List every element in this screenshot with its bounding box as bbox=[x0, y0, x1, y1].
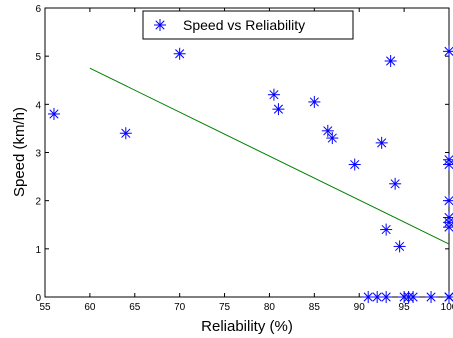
legend-label: Speed vs Reliability bbox=[183, 17, 305, 33]
data-point bbox=[443, 45, 453, 58]
y-axis-label: Speed (km/h) bbox=[11, 107, 28, 197]
y-tick-label: 3 bbox=[35, 149, 41, 160]
x-tick-label: 95 bbox=[399, 302, 411, 313]
plot-area bbox=[44, 7, 450, 298]
x-tick-label: 90 bbox=[354, 302, 366, 313]
data-point bbox=[443, 221, 453, 234]
data-point bbox=[380, 223, 393, 236]
y-tick-label: 2 bbox=[35, 197, 41, 208]
x-tick-label: 55 bbox=[39, 302, 51, 313]
data-point bbox=[407, 291, 420, 303]
data-point bbox=[393, 240, 406, 253]
data-point bbox=[326, 132, 339, 145]
x-axis-label: Reliability (%) bbox=[201, 318, 293, 335]
x-tick-label: 60 bbox=[84, 302, 96, 313]
data-point bbox=[272, 103, 285, 116]
trend-line bbox=[89, 67, 450, 245]
data-points bbox=[47, 45, 453, 303]
y-tick-label: 1 bbox=[35, 245, 41, 256]
data-point bbox=[443, 194, 453, 207]
data-point bbox=[321, 124, 334, 137]
data-point bbox=[119, 127, 132, 140]
data-point bbox=[380, 291, 393, 303]
data-point bbox=[375, 136, 388, 149]
y-tick-label: 5 bbox=[35, 52, 41, 63]
legend-marker bbox=[154, 19, 166, 31]
x-tick-label: 65 bbox=[129, 302, 141, 313]
data-point bbox=[443, 291, 453, 303]
x-tick-label: 100 bbox=[441, 302, 453, 313]
legend: Speed vs Reliability bbox=[142, 10, 354, 40]
x-tick-label: 80 bbox=[264, 302, 276, 313]
x-tick-label: 75 bbox=[219, 302, 231, 313]
y-tick-label: 0 bbox=[35, 293, 41, 304]
data-point bbox=[47, 107, 60, 120]
legend-asterisk-icon bbox=[154, 19, 166, 31]
data-point bbox=[389, 177, 402, 190]
data-point bbox=[173, 47, 186, 60]
x-axis-ticks: 55 60 65 70 75 80 85 90 95 100 bbox=[39, 8, 453, 313]
trend-line-group bbox=[89, 67, 450, 245]
y-tick-label: 6 bbox=[35, 4, 41, 15]
y-tick-label: 4 bbox=[35, 100, 41, 111]
data-point bbox=[308, 95, 321, 108]
legend-box bbox=[142, 10, 354, 40]
data-point bbox=[384, 54, 397, 67]
data-point bbox=[267, 88, 280, 101]
data-point bbox=[443, 158, 453, 171]
data-point bbox=[348, 158, 361, 171]
data-point bbox=[425, 291, 438, 303]
x-tick-label: 85 bbox=[309, 302, 321, 313]
x-tick-label: 70 bbox=[174, 302, 186, 313]
